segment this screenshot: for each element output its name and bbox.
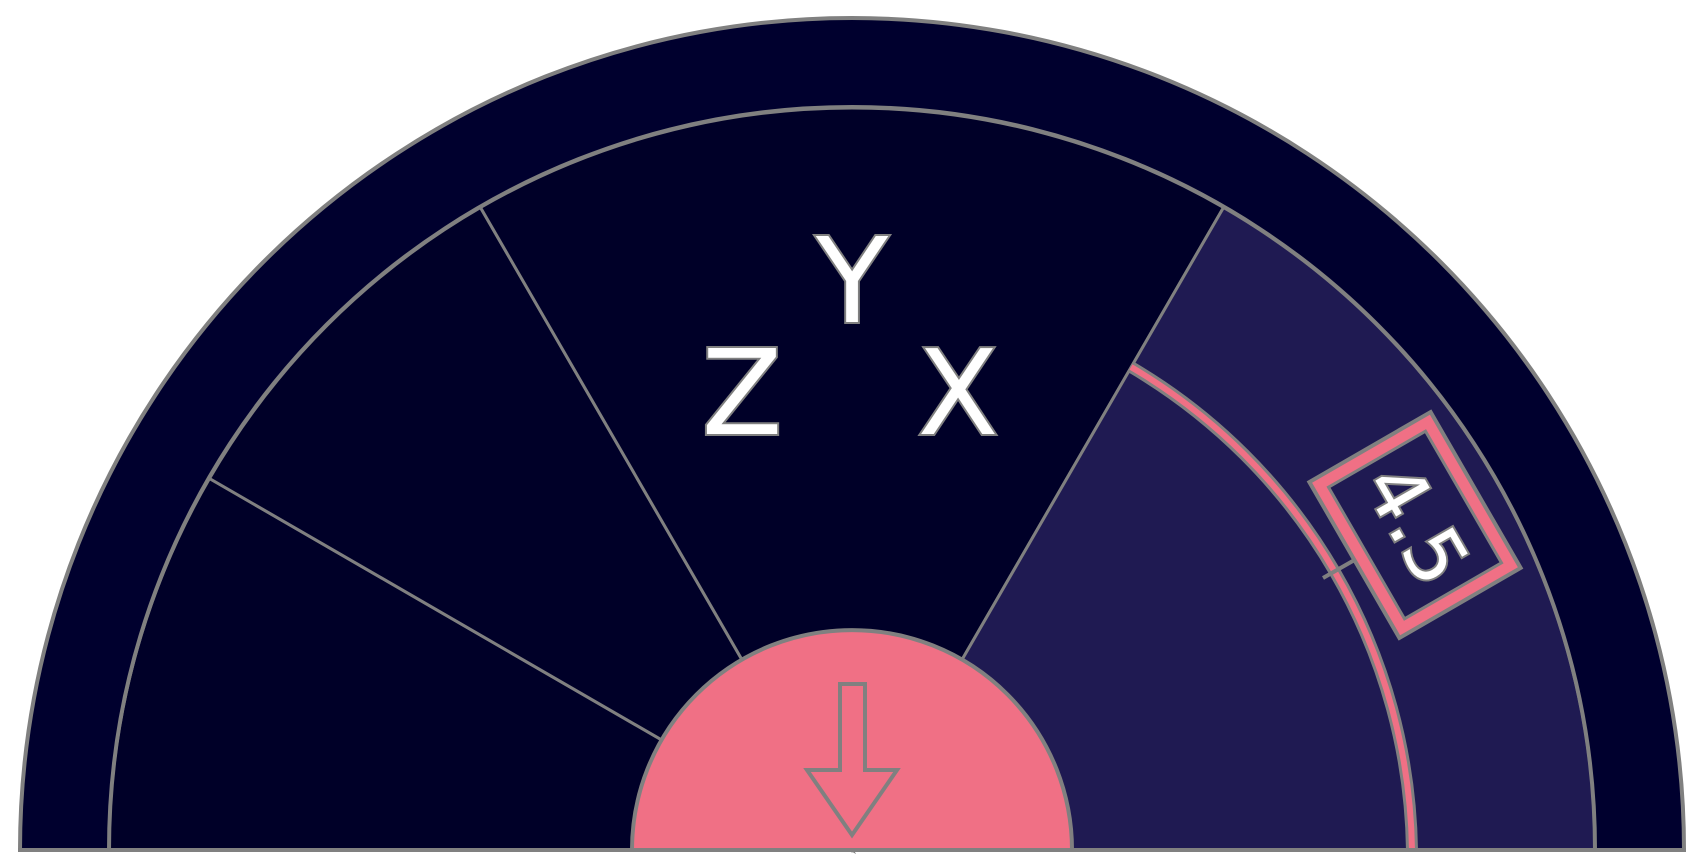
value-badge: 4.5 <box>1306 409 1524 641</box>
inner-ring-outline <box>107 105 1597 851</box>
axis-label-x: X <box>918 324 999 462</box>
axis-label-y: Y <box>815 212 889 350</box>
center-button[interactable] <box>629 628 1075 852</box>
arrow-down-icon <box>803 682 901 839</box>
axis-label-z: Z <box>702 324 783 462</box>
